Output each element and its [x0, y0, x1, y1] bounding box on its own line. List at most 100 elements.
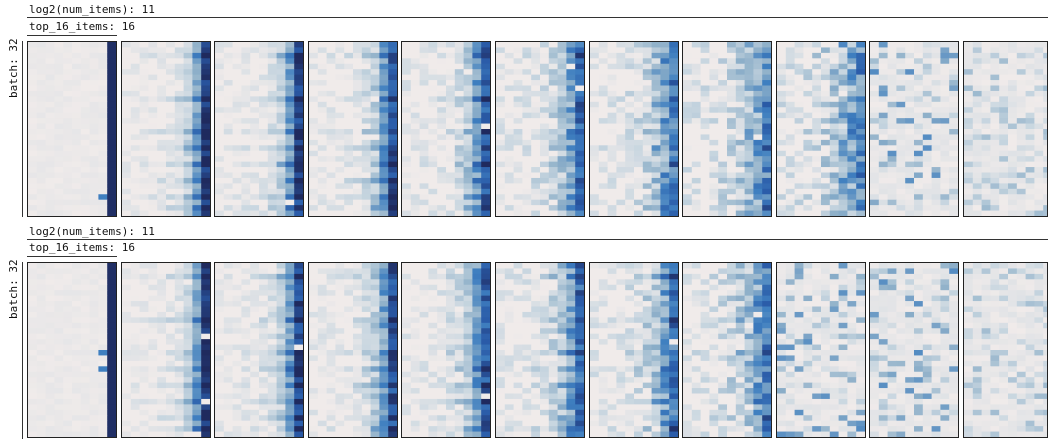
- heatmap-cell: [344, 415, 354, 422]
- heatmap-cell: [660, 177, 670, 184]
- heatmap-cell: [148, 322, 158, 329]
- heatmap-cell: [616, 42, 626, 48]
- heatmap-cell: [598, 161, 609, 168]
- heatmap-cell: [54, 90, 64, 97]
- heatmap-cell: [379, 350, 389, 356]
- heatmap-cell: [905, 161, 915, 168]
- heatmap-cell: [990, 150, 1000, 157]
- heatmap-cell: [157, 339, 167, 346]
- heatmap-cell: [232, 42, 242, 48]
- heatmap-cell: [241, 415, 251, 422]
- heatmap-cell: [166, 426, 176, 433]
- heatmap-cell: [1034, 101, 1044, 108]
- heatmap-cell: [309, 350, 319, 356]
- heatmap-cell: [276, 431, 286, 437]
- heatmap-cell: [267, 360, 278, 367]
- heatmap-cell: [557, 101, 567, 108]
- heatmap-cell: [922, 145, 933, 152]
- heatmap-cell: [914, 69, 924, 76]
- heatmap-cell: [130, 107, 141, 114]
- heatmap-cell: [557, 183, 567, 190]
- heatmap-cell: [691, 74, 702, 81]
- heatmap-cell: [428, 118, 438, 125]
- heatmap-cell: [735, 123, 746, 130]
- heatmap-cell: [887, 183, 897, 190]
- heatmap-cell: [174, 306, 185, 313]
- heatmap-cell: [250, 393, 260, 400]
- heatmap-cell: [1016, 85, 1027, 92]
- heatmap-cell: [183, 317, 193, 324]
- heatmap-cell: [709, 58, 719, 65]
- heatmap-cell: [691, 118, 702, 125]
- heatmap-cell: [294, 139, 303, 146]
- heatmap-cell: [777, 156, 787, 163]
- heatmap-cell: [379, 205, 389, 212]
- heatmap-cell: [472, 90, 482, 97]
- heatmap-cell: [428, 74, 438, 81]
- heatmap-cell: [183, 96, 193, 103]
- heatmap-cell: [590, 47, 600, 54]
- heatmap-cell: [940, 145, 950, 152]
- heatmap-cell: [36, 388, 47, 394]
- heatmap-cell: [192, 339, 202, 346]
- heatmap-cell: [309, 409, 319, 416]
- heatmap-cell: [361, 431, 372, 437]
- heatmap-cell: [344, 268, 354, 275]
- heatmap-cell: [148, 69, 158, 76]
- heatmap-cell: [402, 322, 412, 329]
- heatmap-cell: [232, 112, 242, 119]
- heatmap-cell: [402, 311, 412, 318]
- heatmap-cell: [89, 101, 99, 108]
- heatmap-cell: [548, 123, 559, 130]
- heatmap-cell: [223, 409, 234, 416]
- heatmap-cell: [981, 69, 991, 76]
- heatmap-cell: [139, 366, 149, 373]
- heatmap-cell: [1025, 188, 1035, 195]
- heatmap-cell: [1008, 101, 1018, 108]
- heatmap-cell: [838, 63, 848, 70]
- heatmap-cell: [838, 47, 848, 54]
- heatmap-cell: [575, 210, 584, 216]
- heatmap-cell: [148, 311, 158, 318]
- heatmap-cell: [335, 382, 345, 389]
- heatmap-cell: [463, 63, 473, 70]
- heatmap-cell: [232, 295, 242, 302]
- heatmap-cell: [709, 167, 719, 173]
- heatmap-cell: [856, 85, 865, 92]
- heatmap-cell: [36, 420, 47, 427]
- heatmap-cell: [964, 134, 974, 141]
- heatmap-cell: [80, 420, 91, 427]
- heatmap-cell: [940, 129, 950, 135]
- heatmap-cell: [410, 333, 421, 340]
- heatmap-cell: [63, 167, 73, 173]
- heatmap-cell: [821, 63, 831, 70]
- heatmap-cell: [700, 112, 710, 119]
- heatmap-cell: [914, 139, 924, 146]
- heatmap-cell: [107, 360, 116, 367]
- heatmap-cell: [496, 145, 506, 152]
- heatmap-cell: [72, 205, 82, 212]
- heatmap-cell: [317, 273, 328, 280]
- heatmap-cell: [148, 199, 158, 206]
- heatmap-cell: [241, 172, 251, 179]
- heatmap-cell: [691, 145, 702, 152]
- heatmap-cell: [259, 101, 269, 108]
- heatmap-cell: [812, 199, 822, 206]
- heatmap-cell: [437, 328, 447, 335]
- heatmap-cell: [326, 205, 336, 212]
- heatmap-cell: [241, 306, 251, 313]
- heatmap-cell: [660, 107, 670, 114]
- heatmap-cell: [215, 150, 225, 157]
- heatmap-cell: [949, 183, 958, 190]
- heatmap-cell: [276, 199, 286, 206]
- heatmap-cell: [107, 107, 116, 114]
- heatmap-cell: [344, 177, 354, 184]
- heatmap-cell: [192, 63, 202, 70]
- heatmap-cell: [472, 112, 482, 119]
- heatmap-cell: [999, 85, 1009, 92]
- heatmap-cell: [344, 118, 354, 125]
- heatmap-cell: [89, 118, 99, 125]
- heatmap-cell: [388, 156, 397, 163]
- heatmap-cell: [463, 263, 473, 269]
- heatmap-cell: [446, 290, 456, 297]
